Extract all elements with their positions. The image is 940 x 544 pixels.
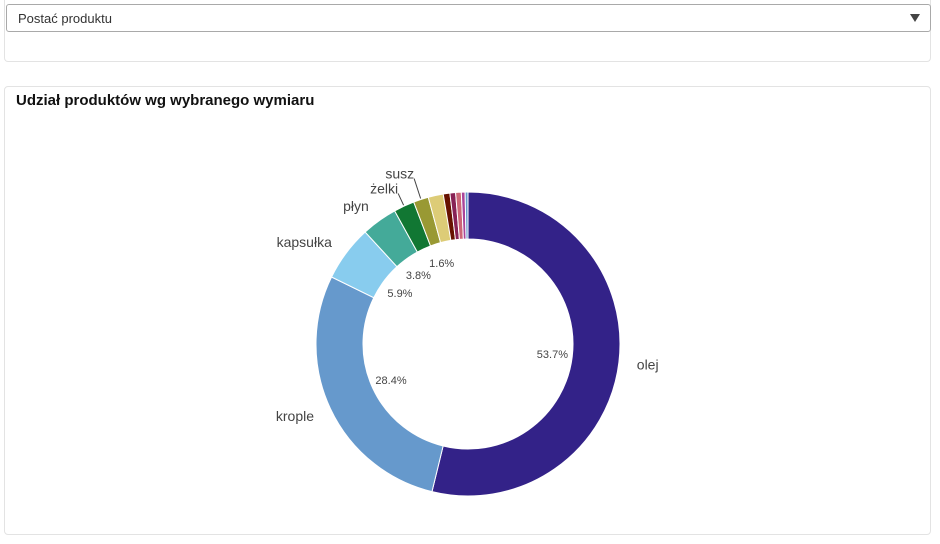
- slice-percent-label: 28.4%: [375, 375, 406, 387]
- slice-percent-label: 5.9%: [387, 288, 412, 300]
- donut-slice-krople[interactable]: [315, 276, 444, 493]
- slice-percent-label: 1.6%: [429, 258, 454, 270]
- dimension-select[interactable]: Postać produktu: [6, 4, 931, 32]
- slice-label-leader: [397, 193, 405, 206]
- slice-category-label: kapsułka: [277, 234, 332, 250]
- slice-percent-label: 3.8%: [406, 270, 431, 282]
- filter-card: Postać produktu: [4, 0, 931, 62]
- slice-category-label: płyn: [343, 198, 369, 214]
- slice-category-label: żelki: [370, 180, 398, 196]
- chart-card: Udział produktów wg wybranego wymiaru 53…: [4, 86, 931, 535]
- slice-percent-label: 53.7%: [537, 349, 568, 361]
- donut-slice-other-11[interactable]: [464, 191, 469, 240]
- slice-label-leader: [413, 178, 422, 199]
- chart-title: Udział produktów wg wybranego wymiaru: [16, 92, 315, 109]
- donut-slice-olej[interactable]: [431, 191, 621, 497]
- slice-category-label: susz: [385, 166, 414, 182]
- dimension-select-value: Postać produktu: [18, 11, 112, 26]
- chevron-down-icon[interactable]: [910, 14, 920, 22]
- donut-chart: 53.7% olej 28.4% krople 5.9% kapsułka 3.8% płyn…: [276, 166, 659, 497]
- slice-category-label: olej: [637, 356, 659, 372]
- slice-category-label: krople: [276, 408, 314, 424]
